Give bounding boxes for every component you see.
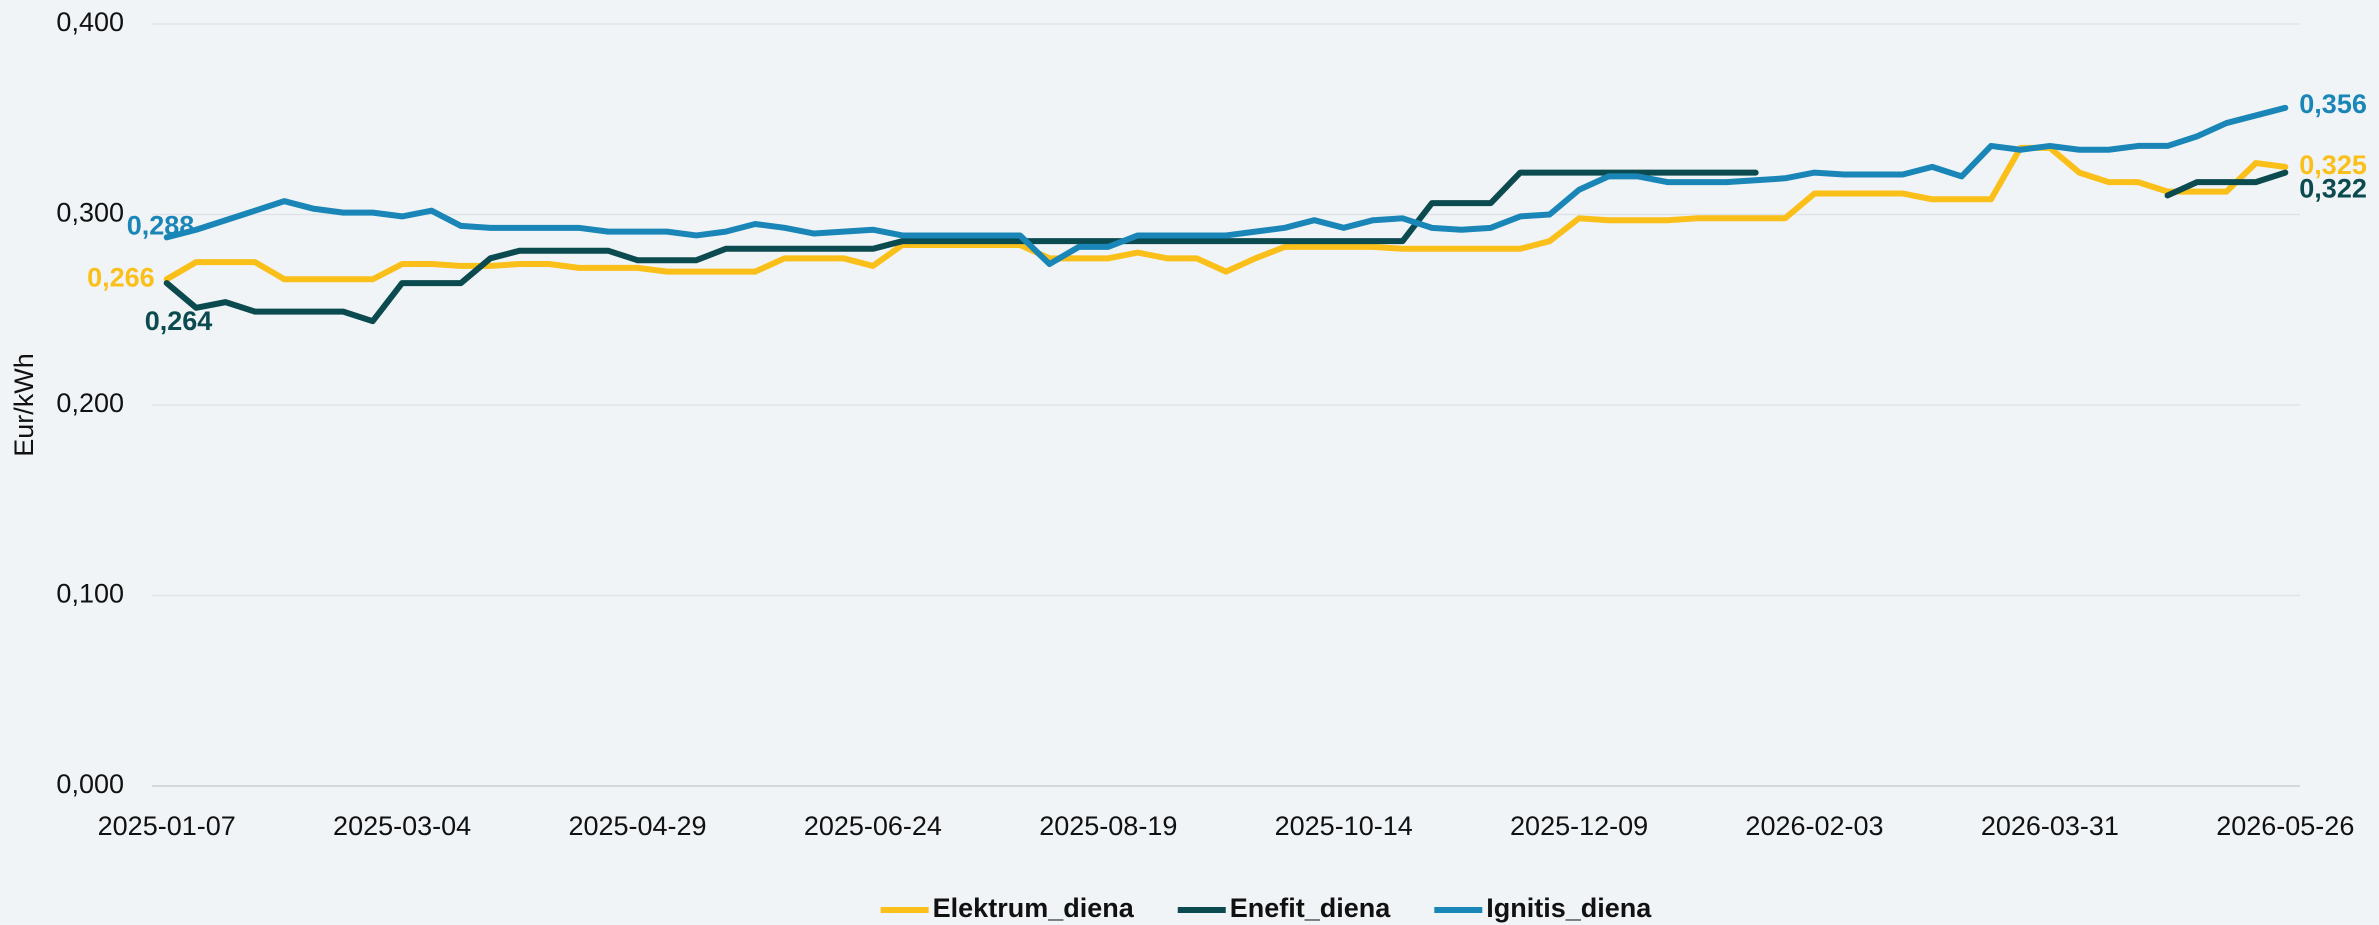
y-axis-label: Eur/kWh xyxy=(9,353,39,457)
y-tick-label: 0,300 xyxy=(56,198,124,228)
x-tick-label: 2026-05-26 xyxy=(2216,811,2354,841)
x-tick-label: 2026-03-31 xyxy=(1981,811,2119,841)
x-tick-label: 2025-04-29 xyxy=(568,811,706,841)
line-segment xyxy=(2164,169,2289,199)
data-label: 0,322 xyxy=(2299,174,2367,204)
x-tick-label: 2025-08-19 xyxy=(1039,811,1177,841)
x-tick-label: 2026-02-03 xyxy=(1745,811,1883,841)
data-label: 0,288 xyxy=(127,210,195,240)
x-tick-label: 2025-12-09 xyxy=(1510,811,1648,841)
x-tick-label: 2025-01-07 xyxy=(98,811,236,841)
y-tick-label: 0,000 xyxy=(56,769,124,799)
legend-label: Elektrum_diena xyxy=(933,893,1135,923)
data-label: 0,266 xyxy=(87,262,155,292)
y-tick-label: 0,400 xyxy=(56,7,124,37)
line-segment xyxy=(163,169,1759,325)
data-label: 0,325 xyxy=(2299,150,2367,180)
legend-label: Enefit_diena xyxy=(1230,893,1392,923)
legend-label: Ignitis_diena xyxy=(1486,893,1652,923)
x-tick-label: 2025-10-14 xyxy=(1275,811,1413,841)
x-tick-label: 2025-06-24 xyxy=(804,811,942,841)
data-label: 0,264 xyxy=(145,306,213,336)
data-label: 0,356 xyxy=(2299,89,2367,119)
line-segment xyxy=(163,104,2289,268)
y-tick-label: 0,100 xyxy=(56,579,124,609)
y-tick-label: 0,200 xyxy=(56,388,124,418)
line-segment xyxy=(163,144,2289,283)
x-tick-label: 2025-03-04 xyxy=(333,811,471,841)
